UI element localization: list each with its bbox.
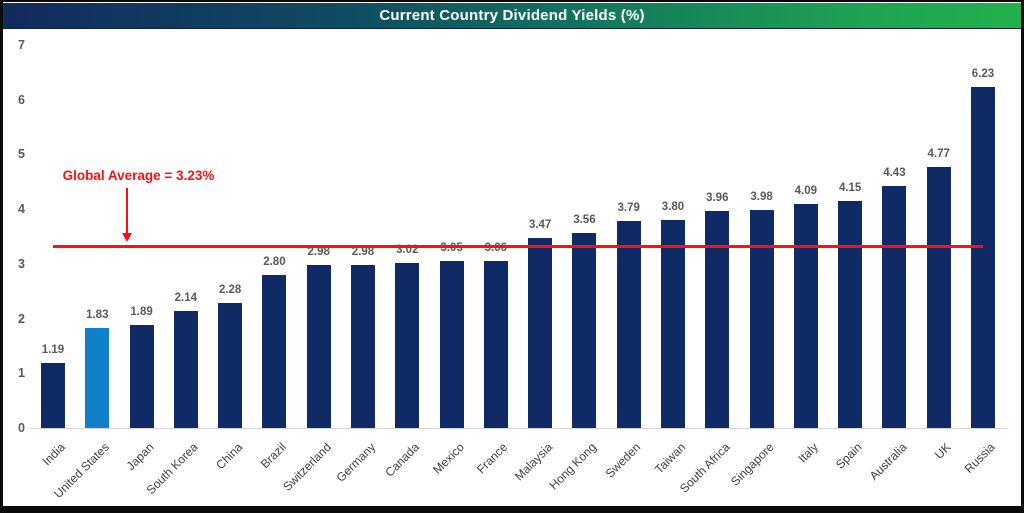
bar-brazil (262, 274, 287, 428)
bar-switzerland (306, 264, 331, 428)
bar-singapore (749, 210, 774, 428)
bar-india (41, 362, 65, 428)
y-tick-label: 6 (18, 92, 25, 107)
bar-sweden (616, 220, 641, 428)
x-axis-line (30, 428, 1008, 429)
bar-spain (838, 200, 863, 428)
bar-value-label: 4.09 (794, 185, 818, 198)
bar-china (218, 303, 243, 428)
average-line (53, 245, 983, 249)
bar-taiwan (661, 220, 685, 428)
bar-value-label: 4.77 (927, 148, 950, 161)
bar-value-label: 1.19 (41, 343, 65, 356)
bar-value-label: 4.43 (883, 166, 906, 179)
bar-canada (395, 262, 420, 428)
bar-australia (882, 185, 907, 428)
bar-value-label: 3.79 (617, 201, 640, 214)
bar-value-label: 2.28 (218, 284, 242, 297)
average-annotation-label: Global Average = 3.23% (62, 168, 215, 184)
bar-malaysia (528, 238, 553, 428)
bar-value-label: 2.98 (351, 245, 375, 258)
bar-value-label: 2.80 (263, 255, 286, 268)
y-tick-label: 3 (18, 256, 25, 271)
bar-mexico (439, 261, 464, 428)
bar-value-label: 3.56 (573, 214, 596, 227)
bar-south-africa (705, 211, 730, 428)
y-tick-label: 5 (18, 147, 25, 162)
bar-value-label: 2.14 (174, 291, 198, 304)
y-tick-label: 0 (18, 421, 25, 435)
bar-russia (971, 87, 995, 428)
bar-value-label: 3.98 (750, 191, 773, 204)
y-tick-label: 1 (18, 366, 25, 381)
bar-italy (793, 204, 818, 428)
bar-value-label: 6.23 (971, 68, 995, 81)
bar-south-korea (173, 310, 198, 428)
bar-united-states (85, 327, 110, 428)
bar-value-label: 3.47 (528, 219, 552, 232)
chart-title-bar: Current Country Dividend Yields (%) (3, 3, 1021, 29)
bar-uk (926, 167, 951, 428)
y-tick-label: 2 (18, 311, 25, 326)
bar-hong-kong (572, 233, 597, 428)
bar-value-label: 4.15 (838, 181, 862, 194)
bar-value-label: 3.96 (706, 192, 729, 205)
bar-france (483, 260, 508, 428)
chart-title: Current Country Dividend Yields (%) (379, 7, 645, 24)
bar-value-label: 1.89 (130, 305, 153, 318)
bar-value-label: 1.83 (86, 308, 109, 321)
chart-stage: Current Country Dividend Yields (%) 0 1 2 3… (3, 2, 1021, 506)
y-tick-label: 4 (18, 202, 25, 217)
bar-value-label: 3.80 (661, 201, 685, 214)
bar-japan (129, 324, 154, 428)
plot-area: 0 1 2 3 4 5 6 7 1.19 1.83 1.89 2.14 2.28 2.80 2.98 2.9… (3, 30, 1021, 506)
bar-value-label: 2.98 (307, 245, 330, 258)
bar-germany (351, 264, 375, 428)
y-tick-label: 7 (18, 38, 25, 53)
